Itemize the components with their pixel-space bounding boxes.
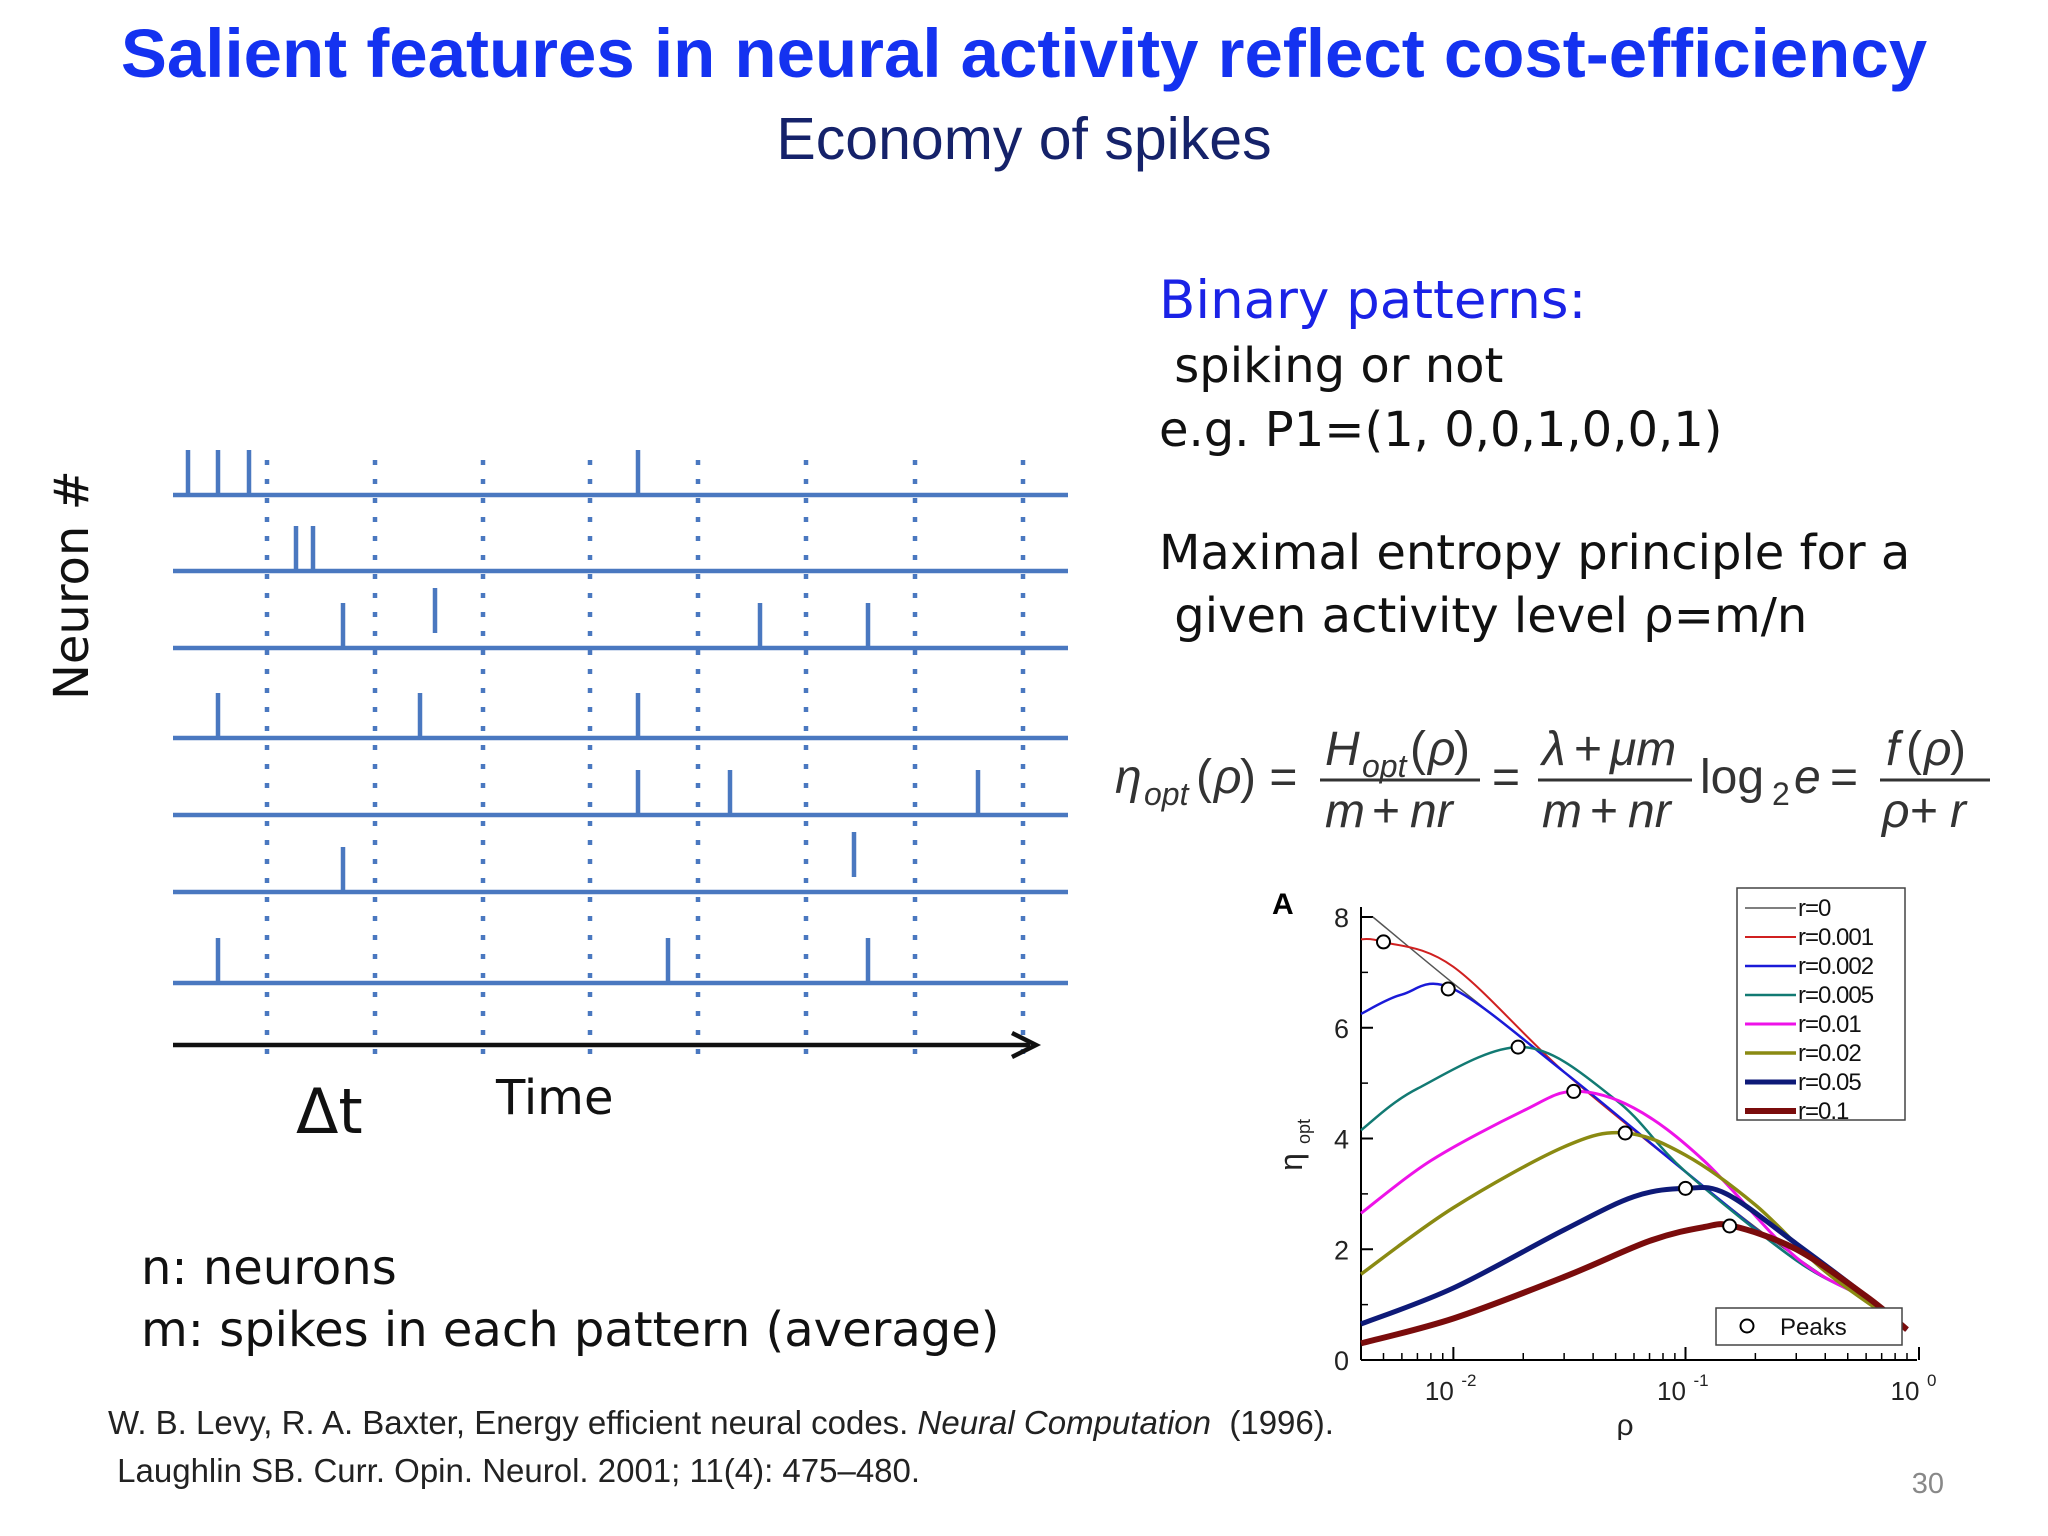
series-line — [1360, 1089, 1908, 1331]
citation-levy: W. B. Levy, R. A. Baxter, Energy efficie… — [108, 1404, 1334, 1442]
peak-marker — [1722, 1218, 1738, 1234]
svg-text:e: e — [1794, 751, 1821, 804]
slide-subtitle: Economy of spikes — [776, 106, 1272, 172]
svg-text:=: = — [1830, 751, 1858, 804]
svg-text:H: H — [1325, 723, 1360, 776]
legend-label: r=0 — [1798, 895, 1831, 922]
binary-line-1: spiking or not — [1159, 338, 1504, 394]
page-number: 30 — [1911, 1468, 1944, 1500]
legend-label: r=0.05 — [1798, 1069, 1861, 1096]
y-axis-label-subscript: opt — [1294, 1119, 1314, 1144]
peak-marker — [1440, 981, 1456, 997]
y-tick-label: 4 — [1334, 1125, 1349, 1155]
peak-marker — [1375, 934, 1391, 950]
svg-text:m: m — [1325, 785, 1365, 838]
spike-raster — [173, 450, 1068, 1060]
peak-marker — [1677, 1180, 1693, 1196]
series-line — [1360, 1221, 1909, 1347]
legend-label: r=0.1 — [1798, 1098, 1849, 1125]
svg-text:) =: ) = — [1240, 751, 1297, 804]
y-tick-label: 6 — [1334, 1014, 1349, 1044]
binary-line-2: e.g. P1=(1, 0,0,1,0,0,1) — [1159, 402, 1723, 458]
svg-text:nr: nr — [1628, 785, 1673, 838]
svg-text:+: + — [1590, 785, 1618, 838]
delta-t-label: Δt — [296, 1075, 363, 1148]
legend-label: r=0.002 — [1798, 953, 1874, 980]
peak-marker — [1617, 1125, 1633, 1141]
svg-text:r: r — [1950, 785, 1968, 838]
svg-text:λ: λ — [1539, 723, 1566, 776]
svg-text:ρ: ρ — [1426, 723, 1456, 776]
legend-label: r=0.005 — [1798, 982, 1874, 1009]
peaks-legend-label: Peaks — [1780, 1314, 1847, 1341]
svg-text:m: m — [1542, 785, 1582, 838]
def-n: n: neurons — [141, 1240, 397, 1296]
entropy-line-2: given activity level ρ=m/n — [1159, 588, 1808, 644]
x-tick-exponent: -2 — [1461, 1371, 1476, 1390]
svg-text:2: 2 — [1772, 776, 1790, 812]
svg-text:ρ: ρ — [1922, 723, 1952, 776]
svg-text:ρ: ρ — [1212, 751, 1242, 804]
svg-text:+: + — [1372, 785, 1400, 838]
x-axis-label: ρ — [1616, 1409, 1633, 1440]
legend-label: r=0.001 — [1798, 924, 1874, 951]
svg-text:opt: opt — [1144, 776, 1190, 812]
y-tick-label: 0 — [1334, 1346, 1349, 1376]
citation-levy-year: (1996). — [1211, 1404, 1334, 1441]
x-tick-exponent: -1 — [1693, 1371, 1708, 1390]
x-tick-label: 10 — [1891, 1376, 1920, 1406]
def-m: m: spikes in each pattern (average) — [141, 1302, 1000, 1358]
efficiency-equation: η opt ( ρ ) = H opt ( ρ ) m + nr = λ + μ… — [1115, 723, 1990, 838]
svg-text:(: ( — [1410, 723, 1426, 776]
legend-label: r=0.02 — [1798, 1040, 1861, 1067]
svg-text:+: + — [1910, 785, 1938, 838]
y-tick-label: 2 — [1334, 1235, 1349, 1265]
citation-levy-main: W. B. Levy, R. A. Baxter, Energy efficie… — [108, 1404, 918, 1441]
time-axis-arrowhead — [1010, 1030, 1042, 1060]
svg-text:f: f — [1886, 723, 1904, 776]
svg-text:nr: nr — [1410, 785, 1455, 838]
svg-text:=: = — [1492, 751, 1520, 804]
svg-text:(: ( — [1906, 723, 1922, 776]
x-tick-exponent: 0 — [1927, 1371, 1936, 1390]
legend-label: r=0.01 — [1798, 1011, 1861, 1038]
svg-text:η: η — [1115, 751, 1142, 804]
peak-marker — [1566, 1083, 1582, 1099]
peaks-legend-marker — [1739, 1318, 1755, 1334]
raster-y-label: Neuron # — [44, 470, 100, 700]
x-tick-label: 10 — [1425, 1376, 1454, 1406]
citation-laughlin: Laughlin SB. Curr. Opin. Neurol. 2001; 1… — [108, 1452, 921, 1489]
panel-label: A — [1272, 888, 1294, 921]
svg-text:(: ( — [1196, 751, 1212, 804]
svg-text:+: + — [1574, 723, 1602, 776]
slide-title: Salient features in neural activity refl… — [120, 15, 1928, 92]
y-axis-label: η — [1273, 1153, 1309, 1171]
x-tick-label: 10 — [1657, 1376, 1686, 1406]
svg-text:log: log — [1700, 751, 1764, 804]
y-axis-label-group: η opt — [1273, 1119, 1314, 1171]
series-line — [1359, 1130, 1909, 1331]
svg-text:): ) — [1454, 723, 1470, 776]
svg-text:μm: μm — [1608, 723, 1676, 776]
svg-text:opt: opt — [1362, 748, 1408, 784]
y-tick-label: 8 — [1334, 903, 1349, 933]
raster-x-label: Time — [496, 1070, 614, 1126]
svg-text:ρ: ρ — [1880, 785, 1910, 838]
entropy-line-1: Maximal entropy principle for a — [1159, 525, 1911, 581]
citation-levy-journal: Neural Computation — [917, 1404, 1212, 1441]
svg-text:): ) — [1950, 723, 1966, 776]
binary-patterns-heading: Binary patterns: — [1159, 270, 1587, 331]
peak-marker — [1510, 1039, 1526, 1055]
